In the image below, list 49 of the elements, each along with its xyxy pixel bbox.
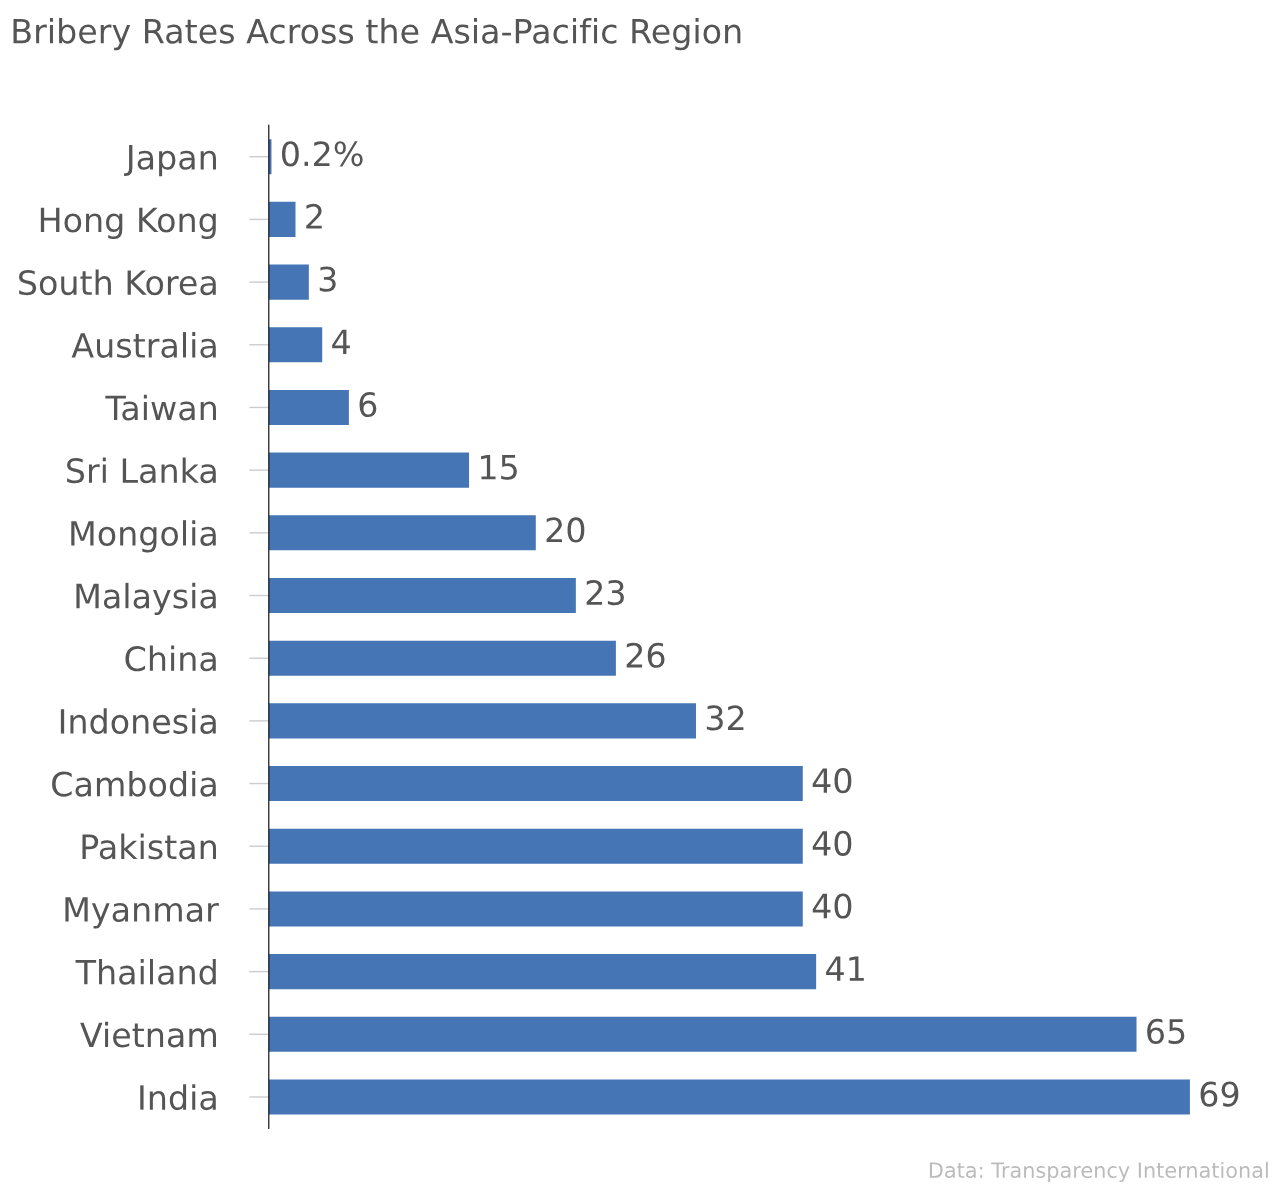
y-tick-label: Mongolia [71,520,216,553]
chart-title: Bribery Rates Across the Asia-Pacific Region [13,17,741,51]
data-label: 41 [826,956,864,981]
data-label: 23 [586,579,624,606]
y-tick-label: Japan [124,145,216,177]
data-label: 40 [812,830,852,856]
data-label: 40 [812,893,852,919]
data-label: 40 [812,768,852,794]
y-tick-label: Pakistan [82,833,216,860]
y-tick-label: China [125,645,216,672]
data-label: 0.2% [282,141,363,167]
data-label: 26 [626,642,665,668]
data-label: 6 [359,391,377,418]
y-tick-label: Cambodia [52,770,216,797]
data-label: 3 [319,266,336,292]
data-label: 4 [332,329,350,354]
y-tick-label: Taiwan [105,394,216,421]
data-label: 65 [1147,1018,1185,1044]
y-tick-label: Malaysia [76,582,216,616]
data-label: 32 [706,705,744,731]
bar [268,954,817,990]
text: Data: Transparency International [929,1161,1268,1183]
bar [268,828,803,864]
data-label: 15 [481,455,517,480]
data-label: 2 [306,203,322,229]
bar [268,703,696,739]
data-label: 20 [546,517,585,543]
bar [268,891,803,927]
bar [268,766,803,802]
y-tick-label: Thailand [75,958,216,985]
y-tick-label: South Korea [19,269,216,296]
y-tick-label: India [140,1084,216,1111]
bar [268,452,470,488]
data-label: 69 [1200,1081,1239,1107]
y-tick-label: Sri Lanka [67,457,216,484]
y-tick-label: Vietnam [80,1021,216,1048]
bar [268,640,616,676]
y-tick-label: Indonesia [60,708,216,735]
y-tick-label: Myanmar [65,897,219,929]
bar [268,327,323,363]
bar [268,577,576,614]
bar [268,201,296,237]
bar [268,515,536,551]
bar [268,1079,1190,1115]
bar [268,1016,1137,1052]
y-tick-label: Australia [71,332,216,358]
bar [268,389,349,425]
y-tick-label: Hong Kong [40,207,216,239]
bar [268,264,309,300]
